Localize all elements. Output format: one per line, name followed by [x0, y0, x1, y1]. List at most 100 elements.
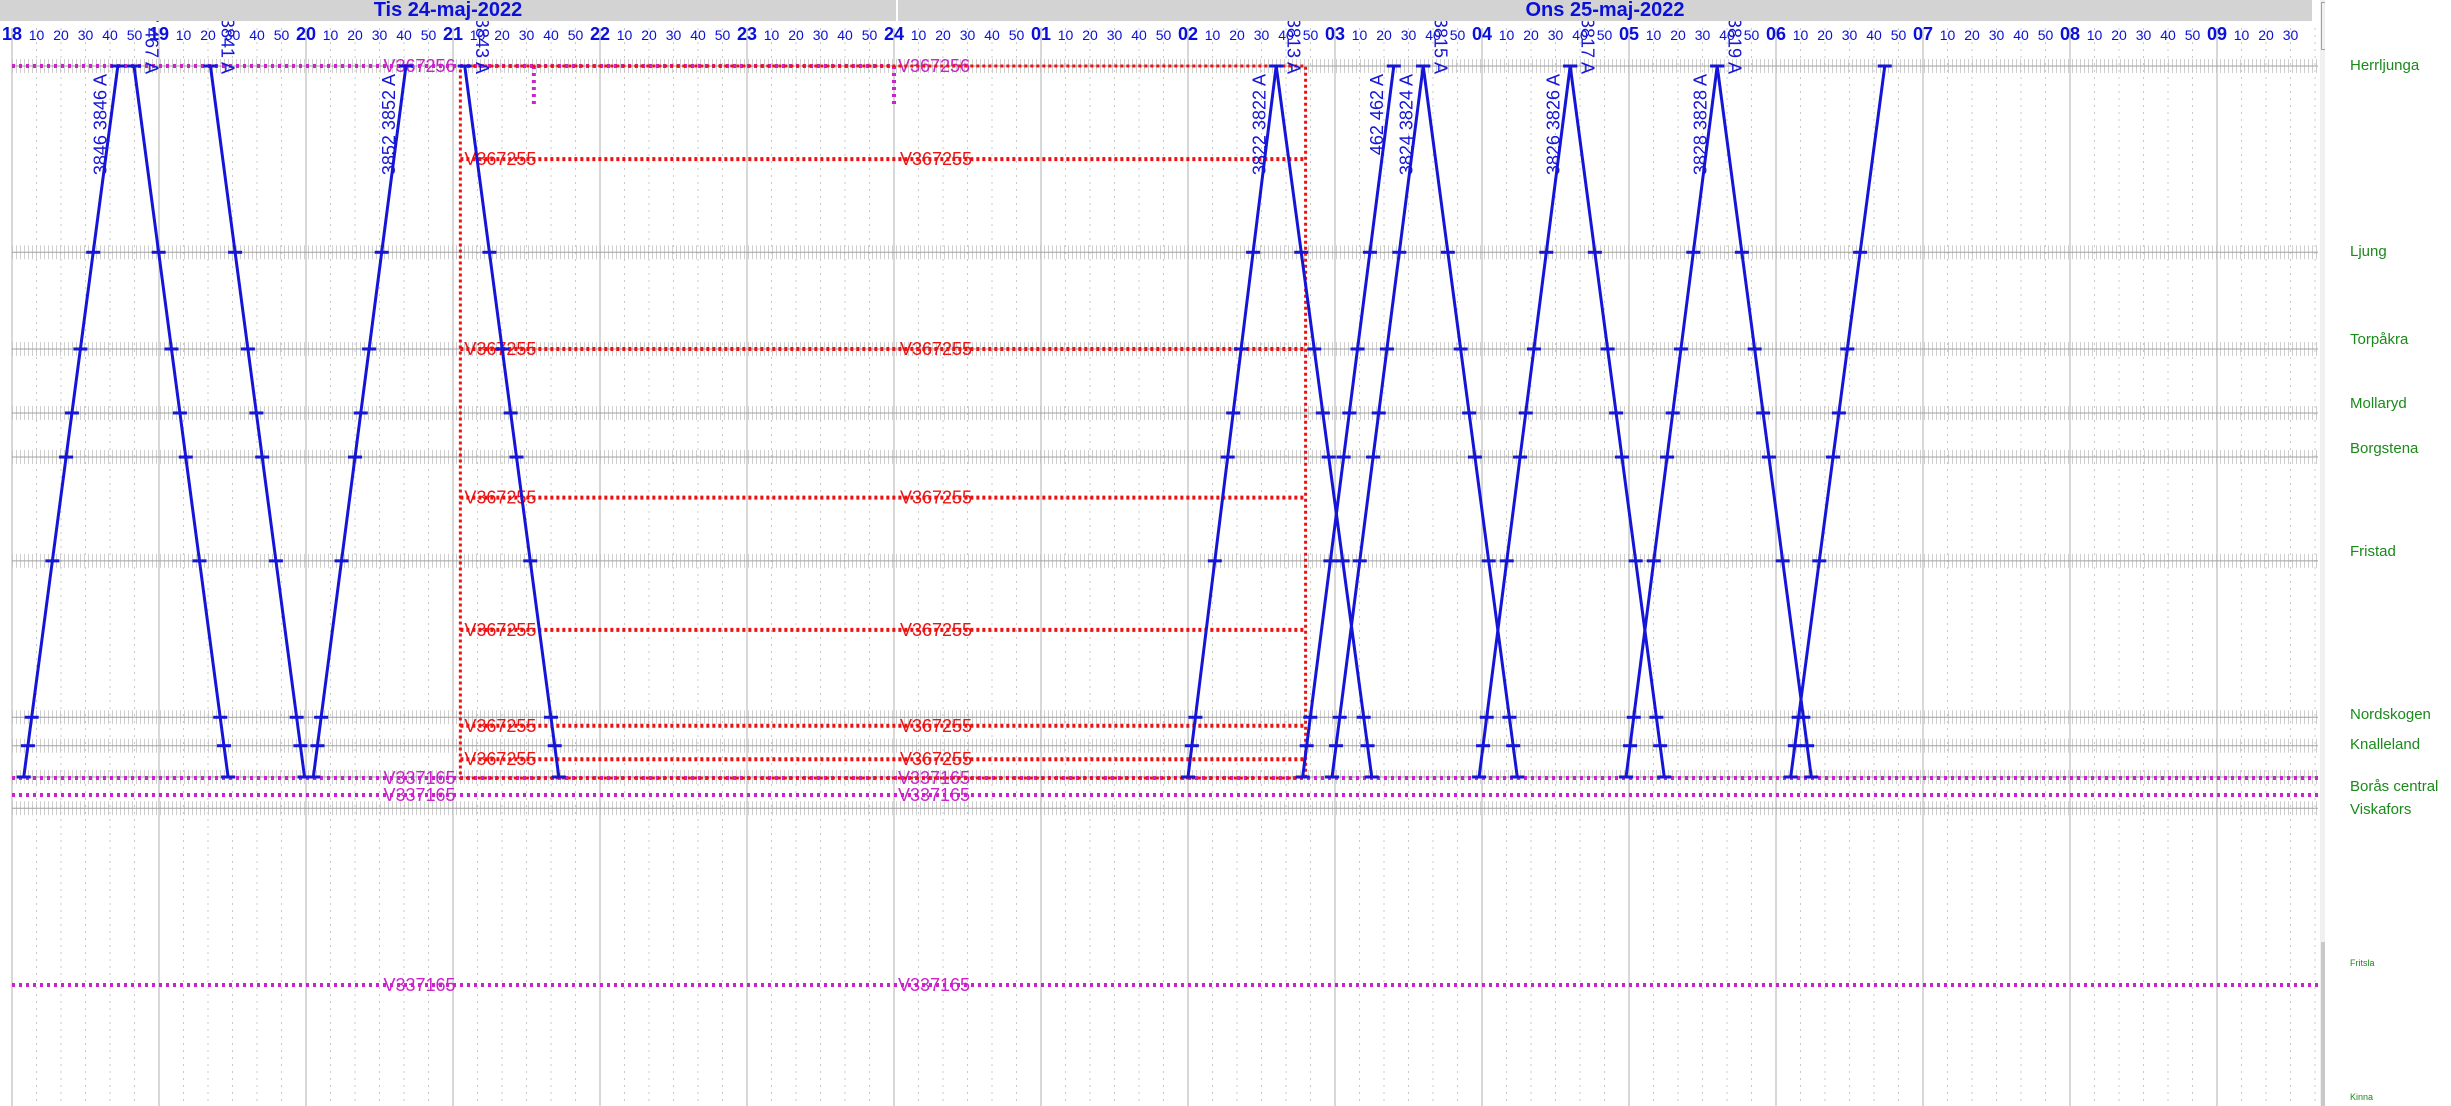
minute-label: 20: [2111, 27, 2127, 43]
minute-label: 20: [935, 27, 951, 43]
station-label-torpakra: Torpåkra: [2350, 331, 2409, 348]
train-label: 462 462 A: [1367, 74, 1387, 155]
red-possession-block: [458, 64, 1308, 780]
station-label-kinna: Kinna: [2350, 1092, 2374, 1102]
hour-label: 01: [1031, 24, 1051, 44]
possession-label: V337165: [384, 768, 456, 788]
red-possession-label: V367255: [464, 716, 536, 736]
minute-label: 50: [715, 27, 731, 43]
minute-label: 50: [1891, 27, 1907, 43]
minute-label: 30: [1842, 27, 1858, 43]
minute-label: 20: [1523, 27, 1539, 43]
minute-label: 30: [1254, 27, 1270, 43]
minute-label: 20: [1376, 27, 1392, 43]
hour-label: 24: [884, 24, 904, 44]
minute-label: 30: [1548, 27, 1564, 43]
red-possession-label: V367255: [464, 488, 536, 508]
train-label: 3828 3828 A: [1690, 74, 1710, 175]
red-possession-label: V367255: [900, 149, 972, 169]
possession-label: V367256: [898, 56, 970, 76]
minute-label: 20: [1670, 27, 1686, 43]
minute-label: 40: [1131, 27, 1147, 43]
minute-label: 10: [2087, 27, 2103, 43]
station-label-viskafors: Viskafors: [2350, 801, 2412, 818]
minute-label: 40: [543, 27, 559, 43]
minute-label: 20: [347, 27, 363, 43]
minute-label: 40: [2160, 27, 2176, 43]
minute-label: 30: [519, 27, 535, 43]
train-label: 3822 3822 A: [1250, 74, 1270, 175]
train-path: [1568, 65, 1666, 778]
minute-label: 20: [1817, 27, 1833, 43]
minute-label: 30: [1695, 27, 1711, 43]
minute-label: 50: [1009, 27, 1025, 43]
red-possession-label: V367255: [900, 339, 972, 359]
hour-label: 20: [296, 24, 316, 44]
minute-label: 10: [617, 27, 633, 43]
minute-label: 50: [421, 27, 437, 43]
station-label-nordskogen: Nordskogen: [2350, 706, 2431, 723]
hour-label: 18: [2, 24, 22, 44]
station-label-borgstena: Borgstena: [2350, 440, 2419, 457]
train-path: [1789, 65, 1887, 778]
train-label: 3846 3846 A: [91, 74, 111, 175]
red-possession-label: V367255: [900, 749, 972, 769]
minute-label: 10: [1058, 27, 1074, 43]
minute-label: 30: [1107, 27, 1123, 43]
station-label-ljung: Ljung: [2350, 243, 2387, 260]
train-path: [22, 65, 120, 778]
train-path: [1330, 65, 1425, 778]
station-panel: [2325, 0, 2451, 1106]
minute-label: 50: [1303, 27, 1319, 43]
train-label: 3824 3824 A: [1396, 74, 1416, 175]
minute-label: 30: [2283, 27, 2299, 43]
red-possession-label: V367255: [464, 620, 536, 640]
minute-label: 10: [911, 27, 927, 43]
hour-label: 07: [1913, 24, 1933, 44]
minute-label: 30: [666, 27, 682, 43]
minute-label: 50: [1744, 27, 1760, 43]
train-label: 3852 3852 A: [379, 74, 399, 175]
minute-label: 40: [102, 27, 118, 43]
minute-label: 50: [2038, 27, 2054, 43]
minute-label: 40: [1866, 27, 1882, 43]
station-label-fritsla: Fritsla: [2350, 958, 2375, 968]
minute-label: 50: [1156, 27, 1172, 43]
minute-label: 10: [29, 27, 45, 43]
red-possession-label: V367255: [900, 488, 972, 508]
minute-label: 50: [127, 27, 143, 43]
minute-label: 20: [200, 27, 216, 43]
station-label-mollaryd: Mollaryd: [2350, 395, 2407, 412]
minute-label: 10: [1646, 27, 1662, 43]
possession-label: V337165: [898, 785, 970, 805]
train-path: [1477, 65, 1572, 778]
minute-label: 10: [1940, 27, 1956, 43]
minute-label: 50: [862, 27, 878, 43]
train-label: 3826 3826 A: [1543, 74, 1563, 175]
hour-label: 03: [1325, 24, 1345, 44]
minute-label: 30: [960, 27, 976, 43]
minute-label: 10: [2234, 27, 2250, 43]
minute-label: 50: [1450, 27, 1466, 43]
minute-label: 30: [1989, 27, 2005, 43]
minute-label: 20: [1082, 27, 1098, 43]
minute-label: 40: [1719, 27, 1735, 43]
minute-label: 10: [1499, 27, 1515, 43]
hour-label: 19: [149, 24, 169, 44]
train-path: [132, 65, 230, 778]
station-label-herrljunga: Herrljunga: [2350, 57, 2420, 74]
minute-label: 30: [813, 27, 829, 43]
minute-label: 30: [372, 27, 388, 43]
minute-label: 20: [53, 27, 69, 43]
hour-label: 08: [2060, 24, 2080, 44]
minute-label: 20: [2258, 27, 2274, 43]
station-label-boras-central: Borås central: [2350, 778, 2439, 795]
possession-label: V337165: [898, 975, 970, 995]
minute-label: 50: [568, 27, 584, 43]
minute-label: 20: [494, 27, 510, 43]
hour-label: 06: [1766, 24, 1786, 44]
hour-label: 04: [1472, 24, 1492, 44]
minute-label: 30: [2136, 27, 2152, 43]
day-header-wednesday: Ons 25-maj-2022: [898, 0, 2312, 21]
